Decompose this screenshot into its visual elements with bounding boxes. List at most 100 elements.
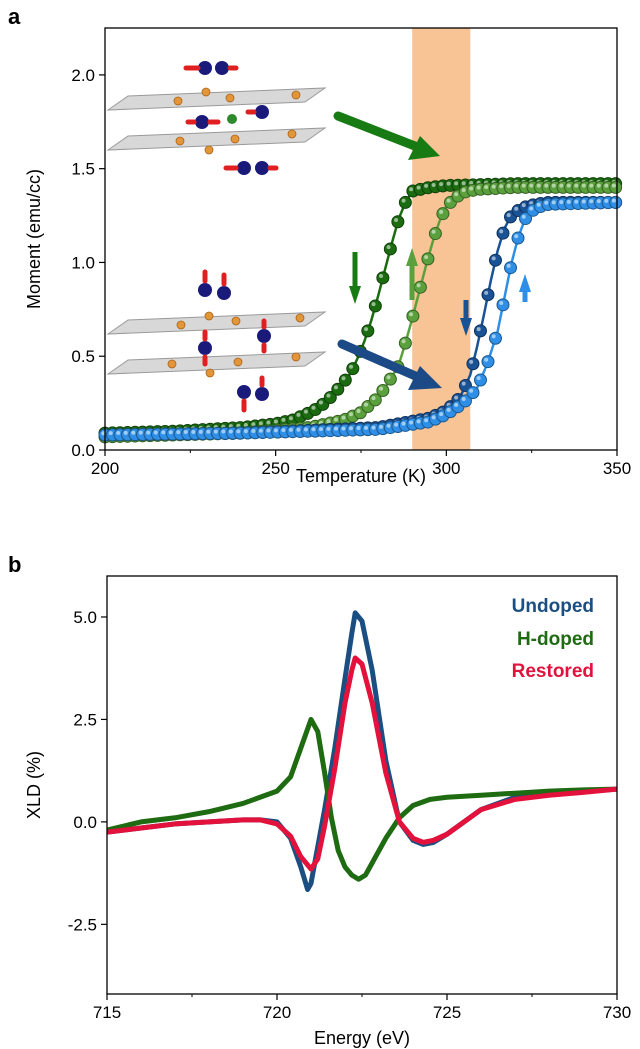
y-axis-label-b: XLD (%)	[24, 751, 44, 819]
data-point-highlight-a	[416, 185, 421, 190]
data-point-highlight-a	[476, 376, 481, 381]
data-point-a-2	[473, 324, 487, 338]
data-point-highlight-a	[364, 425, 369, 430]
data-point-highlight-a	[364, 327, 369, 332]
data-point-highlight-a	[146, 430, 151, 435]
data-point-highlight-a	[454, 192, 459, 197]
data-point-highlight-a	[349, 364, 354, 369]
data-point-highlight-a	[251, 422, 256, 427]
data-point-highlight-a	[303, 409, 308, 414]
x-tick-label-b: 730	[603, 1003, 631, 1022]
data-point-highlight-a	[506, 263, 511, 268]
data-point-highlight-a	[611, 198, 616, 203]
data-point-highlight-a	[333, 385, 338, 390]
data-point-highlight-a	[574, 199, 579, 204]
data-point-highlight-a	[446, 407, 451, 412]
data-point-a-3	[466, 386, 480, 400]
data-point-highlight-a	[589, 199, 594, 204]
data-point-highlight-a	[236, 429, 241, 434]
data-point-highlight-a	[544, 183, 549, 188]
data-point-highlight-a	[349, 412, 354, 417]
data-point-highlight-a	[551, 183, 556, 188]
y-tick-label-b: 2.5	[73, 710, 97, 729]
data-point-a-1	[376, 383, 390, 397]
data-point-a-2	[496, 226, 510, 240]
data-point-highlight-a	[333, 417, 338, 422]
data-point-a-3	[511, 231, 525, 245]
data-point-a-0	[391, 215, 405, 229]
spin-structure-inset-bottom	[106, 269, 327, 413]
data-point-highlight-a	[288, 416, 293, 421]
series-line-a-0	[104, 182, 617, 435]
data-point-a-3	[488, 331, 502, 345]
panel-a-letter: a	[8, 4, 21, 29]
data-point-highlight-a	[469, 186, 474, 191]
y-tick-label-b: 5.0	[73, 608, 97, 627]
transition-arrows	[333, 111, 531, 390]
data-point-highlight-a	[506, 183, 511, 188]
data-point-highlight-a	[333, 426, 338, 431]
data-point-highlight-a	[454, 181, 459, 186]
y-tick-label-b: 0.0	[73, 813, 97, 832]
plot-frame-a	[104, 27, 618, 451]
data-point-a-1	[421, 252, 435, 266]
data-point-highlight-a	[341, 426, 346, 431]
data-point-highlight-a	[484, 185, 489, 190]
data-point-highlight-a	[551, 200, 556, 205]
data-point-highlight-a	[499, 229, 504, 234]
data-point-highlight-a	[394, 217, 399, 222]
data-point-highlight-a	[461, 397, 466, 402]
data-point-highlight-a	[461, 181, 466, 186]
x-tick-label-b: 725	[433, 1003, 461, 1022]
data-point-a-1	[398, 336, 412, 350]
data-point-highlight-a	[439, 209, 444, 214]
data-point-a-2	[466, 357, 480, 371]
data-point-highlight-a	[521, 214, 526, 219]
data-point-a-3	[504, 261, 518, 275]
data-point-highlight-a	[416, 283, 421, 288]
data-point-a-2	[481, 288, 495, 302]
data-point-highlight-a	[183, 430, 188, 435]
data-point-a-3	[473, 373, 487, 387]
data-point-highlight-a	[349, 426, 354, 431]
data-point-highlight-a	[409, 187, 414, 192]
panel-a: a	[8, 4, 631, 486]
data-point-highlight-a	[476, 327, 481, 332]
data-point-highlight-a	[356, 426, 361, 431]
data-point-a-0	[398, 195, 412, 209]
data-point-highlight-a	[446, 181, 451, 186]
data-point-highlight-a	[491, 184, 496, 189]
data-point-highlight-a	[461, 188, 466, 193]
data-point-highlight-a	[266, 420, 271, 425]
data-point-highlight-a	[424, 183, 429, 188]
data-point-a-1	[413, 280, 427, 294]
data-point-highlight-a	[581, 183, 586, 188]
data-point-highlight-a	[514, 234, 519, 239]
data-point-highlight-a	[409, 312, 414, 317]
x-tick-label-a: 200	[91, 459, 119, 478]
data-point-highlight-a	[431, 182, 436, 187]
y-tick-label-b: -2.5	[68, 915, 97, 934]
data-point-highlight-a	[311, 405, 316, 410]
series-group-b	[106, 610, 618, 892]
data-point-highlight-a	[596, 183, 601, 188]
data-point-a-3	[496, 298, 510, 312]
data-point-highlight-a	[401, 198, 406, 203]
data-point-a-1	[383, 372, 397, 386]
data-point-highlight-a	[401, 421, 406, 426]
data-point-highlight-a	[559, 183, 564, 188]
data-point-highlight-a	[604, 183, 609, 188]
data-point-highlight-a	[461, 381, 466, 386]
data-point-highlight-a	[326, 426, 331, 431]
data-point-highlight-a	[251, 428, 256, 433]
data-point-highlight-a	[138, 430, 143, 435]
data-point-highlight-a	[521, 203, 526, 208]
data-point-highlight-a	[161, 430, 166, 435]
data-point-highlight-a	[371, 302, 376, 307]
data-point-a-1	[609, 180, 623, 194]
data-point-highlight-a	[424, 255, 429, 260]
data-point-highlight-a	[589, 183, 594, 188]
data-point-highlight-a	[604, 198, 609, 203]
y-tick-label-a: 0.0	[71, 441, 95, 460]
